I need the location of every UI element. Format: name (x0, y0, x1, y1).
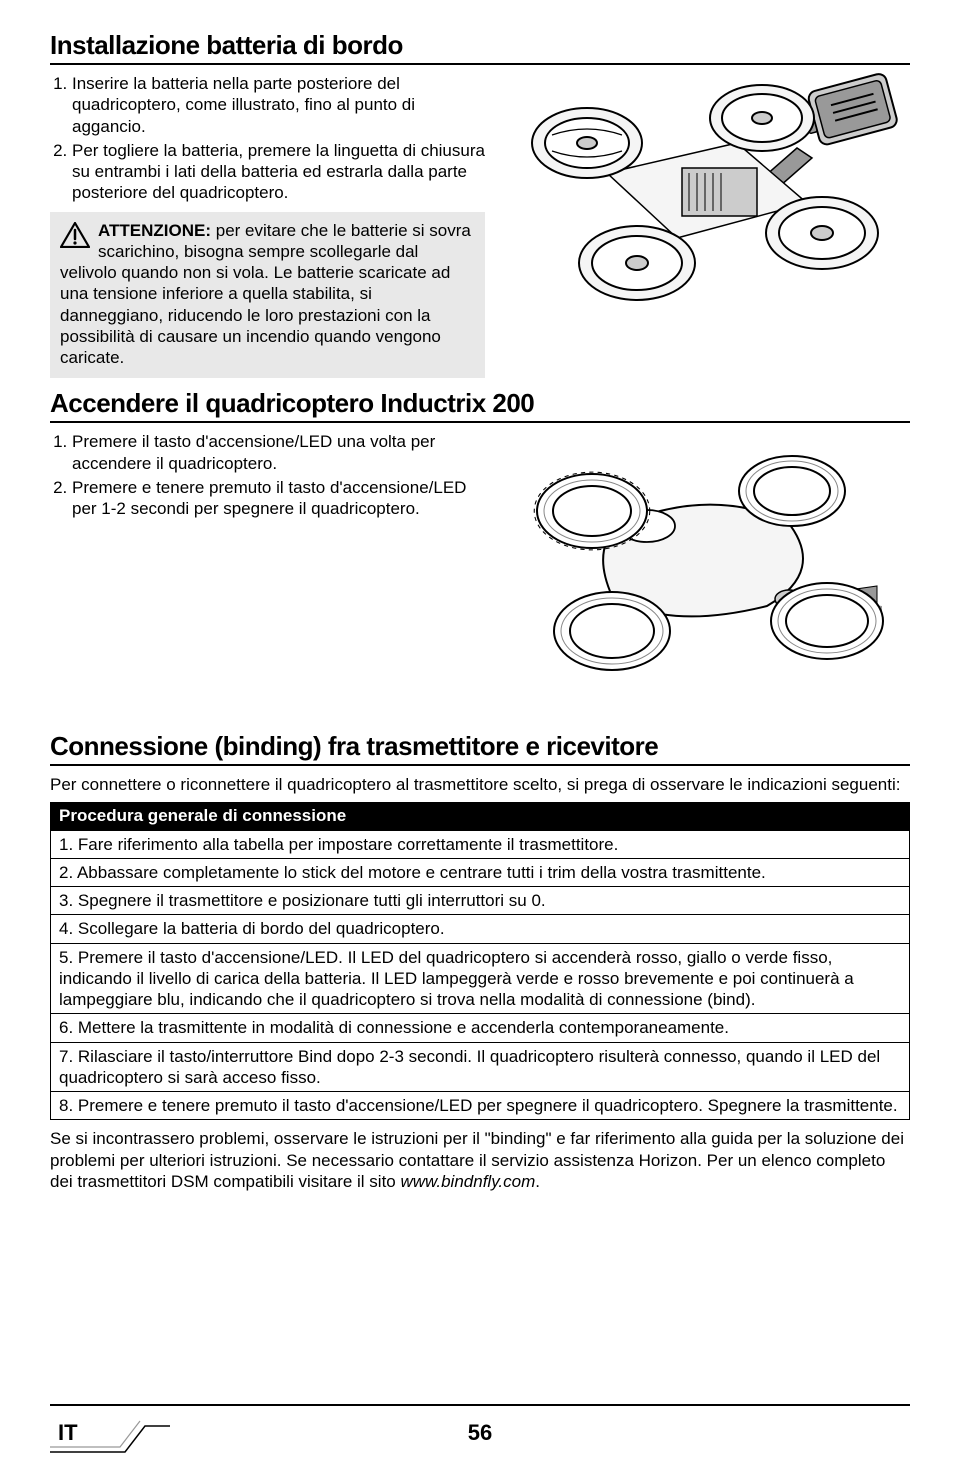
binding-row-2: 2. Abbassare completamente lo stick del … (51, 858, 910, 886)
battery-steps: Inserire la batteria nella parte posteri… (50, 73, 485, 204)
binding-table-header: Procedura generale di connessione (50, 802, 910, 830)
footer-lang: IT (58, 1420, 78, 1446)
warning-label: ATTENZIONE: (98, 221, 211, 240)
binding-row-6: 6. Mettere la trasmittente in modalità d… (51, 1014, 910, 1042)
binding-outro-link: www.bindnfly.com (400, 1172, 535, 1191)
power-step-1: Premere il tasto d'accensione/LED una vo… (72, 431, 485, 474)
battery-step-2: Per togliere la batteria, premere la lin… (72, 140, 485, 204)
binding-row-3: 3. Spegnere il trasmettitore e posiziona… (51, 887, 910, 915)
binding-row-1: 1. Fare riferimento alla tabella per imp… (51, 830, 910, 858)
binding-row-8: 8. Premere e tenere premuto il tasto d'a… (51, 1092, 910, 1120)
section-power-body: Premere il tasto d'accensione/LED una vo… (50, 431, 910, 691)
binding-row-7: 7. Rilasciare il tasto/interruttore Bind… (51, 1042, 910, 1092)
binding-table: 1. Fare riferimento alla tabella per imp… (50, 830, 910, 1121)
warning-text: ATTENZIONE: per evitare che le batterie … (60, 221, 471, 368)
battery-step-1: Inserire la batteria nella parte posteri… (72, 73, 485, 137)
binding-outro: Se si incontrassero problemi, osservare … (50, 1128, 910, 1192)
warning-box: ATTENZIONE: per evitare che le batterie … (50, 212, 485, 379)
drone-power-illustration (507, 431, 907, 691)
binding-row-4: 4. Scollegare la batteria di bordo del q… (51, 915, 910, 943)
warning-icon (60, 222, 90, 248)
binding-row-5: 5. Premere il tasto d'accensione/LED. Il… (51, 943, 910, 1014)
warning-body: per evitare che le batterie si sovra sca… (60, 221, 471, 368)
section-battery-body: Inserire la batteria nella parte posteri… (50, 73, 910, 378)
heading-battery: Installazione batteria di bordo (50, 30, 910, 65)
binding-intro: Per connettere o riconnettere il quadric… (50, 774, 910, 795)
power-steps: Premere il tasto d'accensione/LED una vo… (50, 431, 485, 519)
heading-power: Accendere il quadricoptero Inductrix 200 (50, 388, 910, 423)
binding-outro-b: . (535, 1172, 540, 1191)
footer: IT 56 (0, 1404, 960, 1454)
footer-page: 56 (468, 1420, 492, 1446)
power-step-2: Premere e tenere premuto il tasto d'acce… (72, 477, 485, 520)
drone-battery-illustration (507, 73, 907, 323)
heading-binding: Connessione (binding) fra trasmettitore … (50, 731, 910, 766)
